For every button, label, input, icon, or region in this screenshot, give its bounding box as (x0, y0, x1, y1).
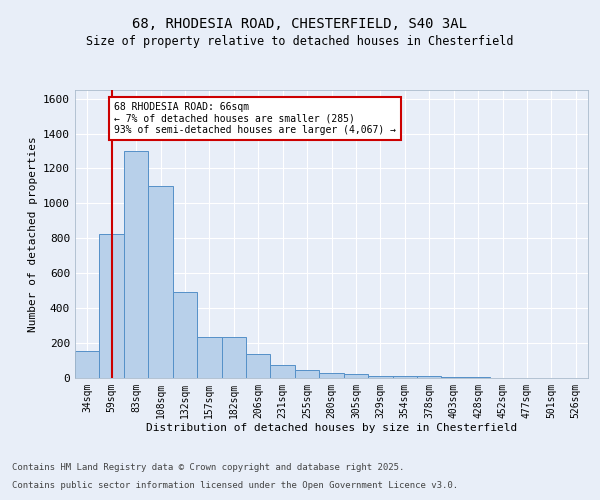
Bar (124, 151, 148, 378)
Bar (148, 186, 173, 378)
Bar (466, 377, 490, 378)
Bar (344, 374, 368, 378)
Bar (417, 376, 442, 378)
Bar (100, 234, 124, 378)
Bar (221, 336, 246, 378)
Bar (368, 376, 392, 378)
Bar (319, 373, 344, 378)
Text: Contains public sector information licensed under the Open Government Licence v3: Contains public sector information licen… (12, 481, 458, 490)
Bar (75, 352, 100, 378)
Text: Contains HM Land Registry data © Crown copyright and database right 2025.: Contains HM Land Registry data © Crown c… (12, 464, 404, 472)
X-axis label: Distribution of detached houses by size in Chesterfield: Distribution of detached houses by size … (146, 423, 517, 433)
Text: 68 RHODESIA ROAD: 66sqm
← 7% of detached houses are smaller (285)
93% of semi-de: 68 RHODESIA ROAD: 66sqm ← 7% of detached… (114, 102, 396, 136)
Bar (392, 376, 417, 378)
Bar (295, 370, 319, 378)
Bar (173, 292, 197, 378)
Text: Size of property relative to detached houses in Chesterfield: Size of property relative to detached ho… (86, 35, 514, 48)
Text: 68, RHODESIA ROAD, CHESTERFIELD, S40 3AL: 68, RHODESIA ROAD, CHESTERFIELD, S40 3AL (133, 18, 467, 32)
Bar (442, 377, 466, 378)
Y-axis label: Number of detached properties: Number of detached properties (28, 136, 38, 332)
Bar (271, 366, 295, 378)
Bar (197, 336, 221, 378)
Bar (246, 354, 271, 378)
